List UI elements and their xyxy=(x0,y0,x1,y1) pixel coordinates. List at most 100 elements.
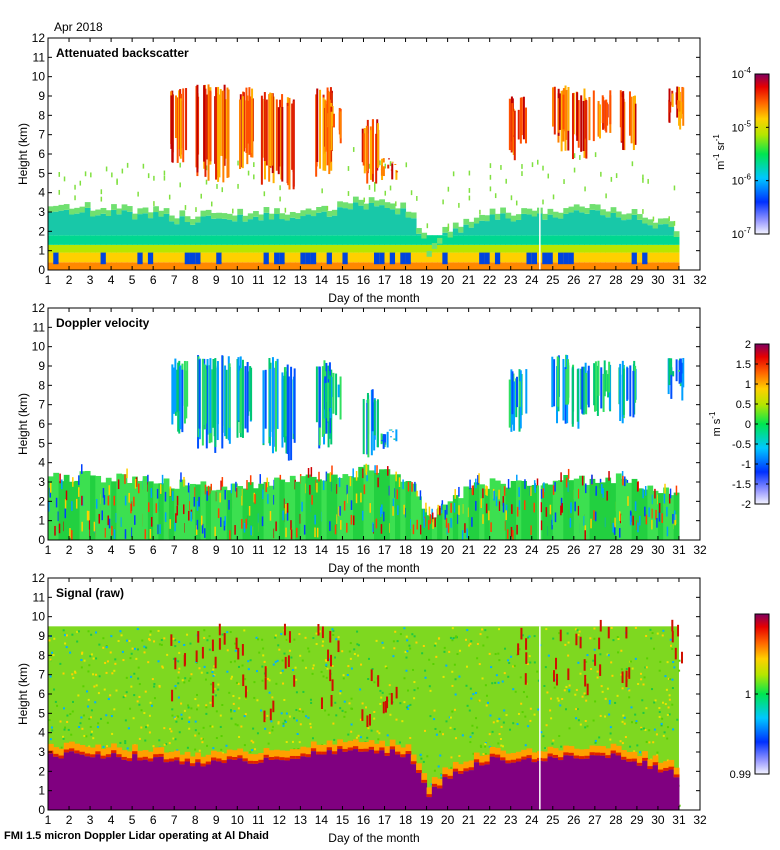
signal-cell xyxy=(233,660,236,663)
signal-cloud-cell xyxy=(370,669,373,682)
signal-cell xyxy=(450,756,453,759)
signal-cell xyxy=(174,750,180,761)
signal-cell xyxy=(363,748,370,752)
y-tick-label: 2 xyxy=(38,224,45,238)
signal-cell xyxy=(484,745,487,748)
signal-cell xyxy=(400,747,407,758)
signal-cell xyxy=(260,709,263,712)
signal-cloud-cell xyxy=(599,664,602,676)
doppler-cell xyxy=(577,488,580,499)
doppler-cell xyxy=(657,493,664,540)
backscatter-cell xyxy=(621,220,627,236)
backscatter-cell xyxy=(568,212,575,236)
signal-cell xyxy=(190,673,193,676)
backscatter-cell xyxy=(300,252,307,265)
signal-cell xyxy=(229,661,232,664)
signal-cell xyxy=(589,745,596,756)
backscatter-cell xyxy=(668,227,675,236)
signal-cell xyxy=(300,756,307,810)
signal-cell xyxy=(205,764,212,810)
signal-cell xyxy=(373,717,376,720)
signal-cell xyxy=(74,671,77,674)
signal-cell xyxy=(447,769,454,779)
signal-cell xyxy=(440,777,443,780)
signal-cell xyxy=(90,730,93,733)
backscatter-cell xyxy=(137,244,144,253)
signal-cell xyxy=(105,714,108,717)
backscatter-cell xyxy=(568,262,575,270)
backscatter-cloud-cell xyxy=(565,90,568,140)
doppler-cloud-cell xyxy=(608,361,611,393)
x-tick-label: 8 xyxy=(192,543,199,557)
backscatter-cell xyxy=(558,212,564,219)
backscatter-cell xyxy=(552,235,559,245)
signal-cell xyxy=(489,714,492,717)
signal-cell xyxy=(178,667,181,670)
backscatter-cell xyxy=(521,244,527,253)
signal-cell xyxy=(136,628,139,631)
signal-cell xyxy=(433,644,436,647)
doppler-cloud-cell xyxy=(274,361,277,452)
doppler-cell xyxy=(78,487,80,497)
signal-cell xyxy=(148,638,151,641)
signal-cell xyxy=(629,745,632,748)
signal-cell xyxy=(479,744,482,747)
doppler-cell xyxy=(137,481,144,540)
signal-cell xyxy=(247,660,250,663)
doppler-cell xyxy=(355,471,358,481)
doppler-cloud-cell xyxy=(214,358,217,448)
signal-cell xyxy=(668,759,675,770)
signal-cloud-cell xyxy=(555,657,558,670)
signal-cell xyxy=(660,724,663,727)
x-tick-label: 24 xyxy=(525,813,539,827)
signal-cell xyxy=(610,661,613,664)
backscatter-cell xyxy=(531,216,538,236)
backscatter-cell xyxy=(300,262,307,270)
backscatter-cell xyxy=(205,235,212,245)
signal-cell xyxy=(64,726,67,729)
signal-cell xyxy=(275,682,278,685)
doppler-cell xyxy=(352,515,355,526)
signal-cell xyxy=(568,688,571,691)
signal-cell xyxy=(543,685,546,688)
signal-cell xyxy=(184,761,191,810)
signal-cell xyxy=(634,657,637,660)
signal-cell xyxy=(484,753,487,756)
signal-cell xyxy=(605,748,612,759)
signal-cell xyxy=(540,731,543,734)
signal-cell xyxy=(498,733,501,736)
backscatter-cell xyxy=(137,214,144,236)
signal-cell xyxy=(651,688,654,691)
doppler-cloud-cell xyxy=(670,358,673,375)
backscatter-cell xyxy=(652,262,659,270)
backscatter-cell xyxy=(358,205,364,236)
signal-cell xyxy=(359,688,362,691)
signal-cell xyxy=(432,663,435,666)
doppler-cell xyxy=(411,482,413,492)
backscatter-cell xyxy=(563,179,565,185)
signal-cell xyxy=(73,670,76,673)
signal-cell xyxy=(515,758,522,762)
backscatter-cell xyxy=(542,262,549,270)
doppler-cell xyxy=(241,518,243,529)
signal-cell xyxy=(522,691,525,694)
signal-cell xyxy=(647,766,654,770)
backscatter-cell xyxy=(552,262,559,270)
backscatter-cell xyxy=(368,163,371,169)
signal-cell xyxy=(459,649,462,652)
signal-cell xyxy=(527,636,530,639)
doppler-cell xyxy=(407,481,410,492)
backscatter-cell xyxy=(447,226,450,232)
signal-cell xyxy=(332,633,335,636)
signal-cell xyxy=(232,759,238,810)
doppler-cell xyxy=(268,485,275,540)
backscatter-cell xyxy=(484,221,491,236)
x-tick-label: 18 xyxy=(399,543,413,557)
doppler-cell xyxy=(211,490,217,540)
x-tick-label: 26 xyxy=(567,543,581,557)
doppler-cell xyxy=(521,480,527,540)
signal-cell xyxy=(526,758,533,810)
signal-cell xyxy=(103,688,106,691)
signal-cell xyxy=(468,760,475,771)
backscatter-cell xyxy=(600,252,606,263)
